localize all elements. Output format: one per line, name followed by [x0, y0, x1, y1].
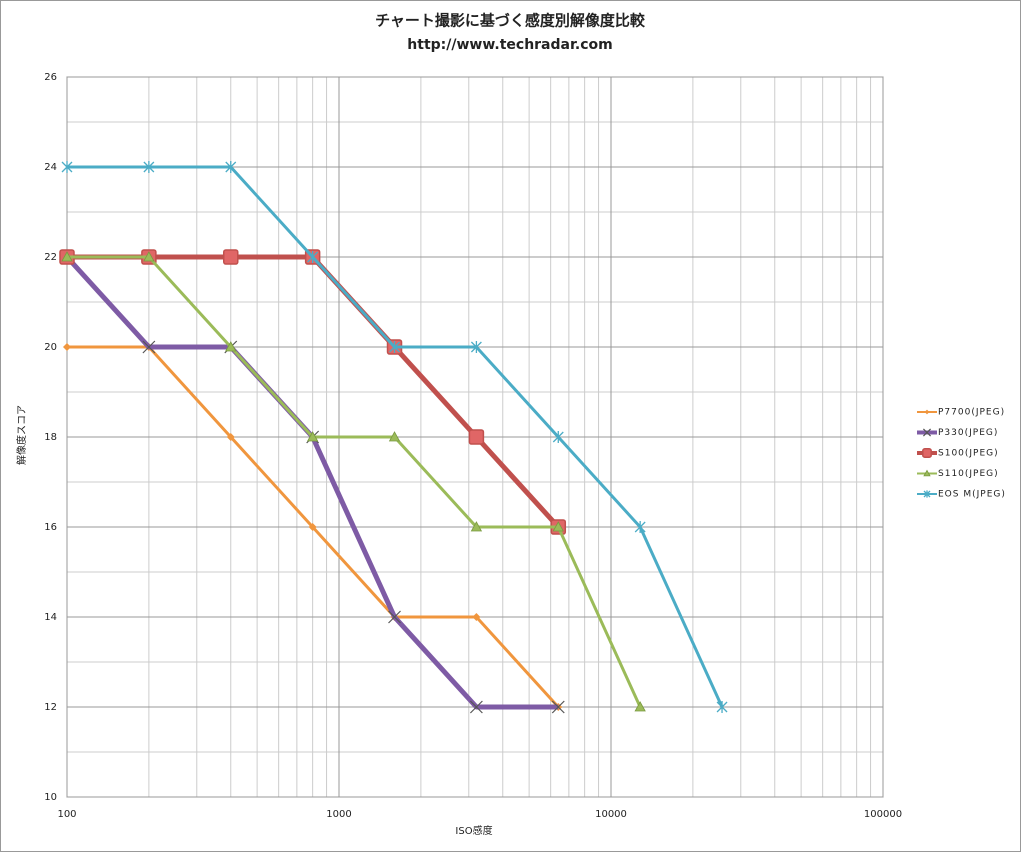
y-tick-label: 16	[44, 522, 57, 533]
marker	[142, 340, 156, 354]
legend-label: P7700(JPEG)	[938, 408, 1005, 418]
y-tick-label: 20	[44, 342, 57, 353]
legend-marker	[922, 428, 932, 437]
marker	[225, 341, 237, 352]
marker	[61, 161, 73, 173]
y-tick-label: 14	[44, 612, 57, 623]
marker	[551, 700, 565, 714]
marker	[472, 613, 481, 621]
marker	[552, 431, 564, 443]
y-axis-label: 解像度スコア	[15, 405, 28, 465]
y-tick-label: 24	[44, 162, 57, 173]
marker	[388, 610, 401, 624]
y-tick-label: 18	[44, 432, 57, 443]
y-tick-label: 10	[44, 792, 57, 803]
marker	[389, 341, 400, 353]
chart-title: チャート撮影に基づく感度別解像度比較	[375, 12, 646, 30]
marker	[469, 700, 483, 714]
marker	[716, 701, 728, 713]
x-tick-label: 1000	[326, 809, 351, 820]
legend-label: P330(JPEG)	[938, 428, 998, 438]
legend-label: S100(JPEG)	[938, 449, 999, 459]
y-tick-label: 22	[44, 252, 57, 263]
chart-subtitle: http://www.techradar.com	[407, 37, 612, 53]
x-tick-label: 100	[57, 809, 76, 820]
legend-marker	[923, 490, 931, 498]
legend-label: S110(JPEG)	[938, 469, 999, 479]
legend-label: EOS M(JPEG)	[938, 490, 1006, 500]
marker	[143, 161, 155, 173]
marker	[226, 433, 235, 441]
marker	[634, 701, 646, 712]
marker	[143, 251, 155, 262]
marker	[307, 251, 319, 263]
x-axis-label: ISO感度	[455, 824, 492, 837]
x-tick-label: 10000	[595, 809, 627, 820]
marker	[388, 431, 401, 442]
legend-marker	[922, 448, 932, 458]
series-line	[67, 255, 642, 708]
y-tick-label: 26	[44, 72, 57, 83]
marker	[61, 251, 73, 262]
legend-marker	[923, 469, 931, 477]
x-tick-label: 100000	[864, 809, 902, 820]
marker	[468, 429, 485, 445]
marker	[63, 343, 71, 351]
marker	[470, 341, 482, 353]
legend-marker	[924, 409, 930, 415]
marker	[225, 161, 237, 173]
y-tick-label: 12	[44, 702, 57, 713]
marker	[223, 249, 239, 265]
marker	[552, 521, 564, 532]
marker	[634, 521, 646, 533]
marker	[470, 521, 483, 532]
marker	[308, 523, 317, 531]
marker	[306, 431, 319, 442]
